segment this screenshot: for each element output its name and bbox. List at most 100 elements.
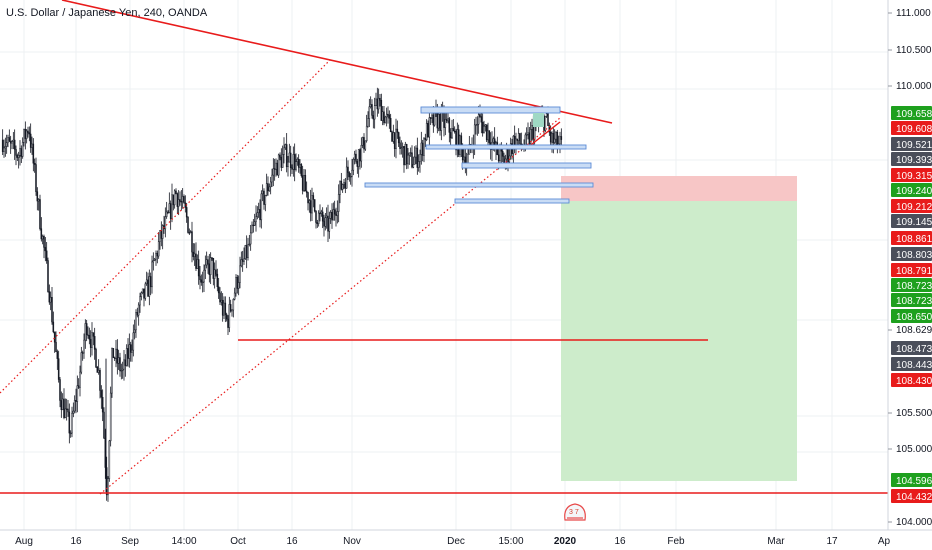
candle-body bbox=[292, 154, 295, 170]
candle bbox=[384, 115, 387, 124]
candle-body bbox=[211, 257, 213, 259]
candle-body bbox=[208, 263, 211, 276]
candle-body bbox=[529, 129, 532, 144]
range-box[interactable] bbox=[425, 144, 587, 150]
candle bbox=[97, 359, 100, 375]
candle-body bbox=[233, 292, 236, 300]
candle-body bbox=[463, 156, 465, 161]
candle bbox=[33, 158, 36, 173]
candle bbox=[528, 127, 531, 146]
small-highlight-box[interactable] bbox=[533, 113, 544, 127]
candle-body bbox=[323, 220, 325, 227]
candle bbox=[481, 113, 484, 137]
range-box[interactable] bbox=[420, 106, 561, 114]
candle-body bbox=[169, 203, 172, 220]
candle-body bbox=[151, 261, 153, 288]
price-tick-label: 108.629 bbox=[896, 325, 932, 336]
candle bbox=[99, 367, 101, 399]
candle bbox=[488, 130, 491, 148]
candle bbox=[112, 348, 115, 359]
time-tick-label: Ap bbox=[878, 536, 891, 547]
candle-body bbox=[52, 321, 55, 333]
candle-body bbox=[287, 161, 289, 168]
candle-body bbox=[395, 128, 397, 149]
stop-loss-zone[interactable] bbox=[561, 176, 797, 201]
candle-body bbox=[305, 190, 308, 193]
candle bbox=[19, 140, 21, 166]
price-badge-bg bbox=[891, 137, 932, 151]
candle-body bbox=[149, 276, 152, 288]
candle bbox=[111, 347, 113, 398]
candle bbox=[385, 107, 388, 127]
candle bbox=[253, 213, 256, 226]
candle-body bbox=[29, 133, 32, 148]
candle-body bbox=[448, 118, 451, 133]
candle bbox=[49, 291, 52, 311]
take-profit-zone[interactable] bbox=[561, 201, 797, 481]
candle bbox=[495, 140, 497, 161]
candle-body bbox=[440, 111, 443, 131]
candle bbox=[392, 124, 395, 144]
candle bbox=[135, 309, 137, 338]
price-badge-bg bbox=[891, 373, 932, 387]
candle bbox=[39, 194, 41, 231]
candle bbox=[160, 221, 163, 247]
candle bbox=[439, 113, 441, 136]
range-box[interactable] bbox=[454, 198, 570, 204]
candle-body bbox=[141, 288, 144, 293]
candle-body bbox=[140, 292, 143, 298]
candle bbox=[297, 154, 300, 173]
candle-body bbox=[247, 244, 249, 258]
range-box[interactable] bbox=[364, 182, 594, 188]
candle-body bbox=[117, 357, 120, 364]
candle-body bbox=[449, 132, 452, 139]
candle-body bbox=[283, 147, 285, 155]
candle-body bbox=[401, 146, 404, 148]
candle-body bbox=[356, 161, 359, 167]
candle-body bbox=[28, 132, 31, 135]
candle bbox=[252, 219, 255, 233]
candle-body bbox=[269, 181, 272, 188]
candle bbox=[145, 271, 148, 286]
candle-body bbox=[45, 250, 48, 261]
candle-body bbox=[372, 115, 375, 120]
price-badge: 108.443 bbox=[891, 357, 932, 371]
candle-body bbox=[248, 243, 251, 246]
price-badge-label: 108.723 bbox=[896, 296, 932, 307]
candle bbox=[181, 188, 184, 209]
candle-body bbox=[336, 211, 339, 216]
channel-lower-line[interactable] bbox=[99, 117, 561, 495]
candle-body bbox=[405, 144, 408, 165]
descending-trendline[interactable] bbox=[61, 0, 613, 124]
time-axis[interactable]: Aug 16 Sep 14:00 Oct 16 Nov Dec 15:00 2020 16 Feb Ma… bbox=[15, 536, 890, 547]
candle bbox=[292, 146, 295, 177]
price-badge: 104.432 bbox=[891, 489, 932, 503]
candle bbox=[475, 116, 477, 135]
tv-logo[interactable]: 3 7 bbox=[564, 503, 586, 521]
candle bbox=[191, 221, 193, 263]
price-badge-bg bbox=[891, 152, 932, 166]
candle-body bbox=[417, 161, 420, 168]
candle bbox=[428, 109, 431, 145]
candle-body bbox=[429, 117, 432, 119]
price-axis[interactable]: 111.000 110.500 110.000 108.629 105.500 105.0… bbox=[888, 8, 932, 528]
candle bbox=[116, 339, 119, 375]
candle bbox=[200, 274, 203, 286]
candle-body bbox=[375, 98, 377, 106]
candle bbox=[424, 133, 427, 147]
range-box[interactable] bbox=[461, 162, 592, 169]
candle-body bbox=[41, 236, 44, 240]
candle bbox=[329, 210, 332, 224]
time-tick-label: Sep bbox=[121, 536, 139, 547]
candle-body bbox=[244, 245, 247, 260]
price-badge: 108.861 bbox=[891, 231, 932, 245]
candle bbox=[195, 242, 197, 271]
candle-body bbox=[252, 224, 255, 227]
candle-body bbox=[175, 190, 177, 194]
candle-body bbox=[152, 260, 155, 263]
candle-body bbox=[544, 115, 547, 131]
drawings[interactable] bbox=[0, 0, 888, 495]
minor-trendline[interactable] bbox=[526, 121, 561, 149]
candle bbox=[89, 330, 92, 358]
